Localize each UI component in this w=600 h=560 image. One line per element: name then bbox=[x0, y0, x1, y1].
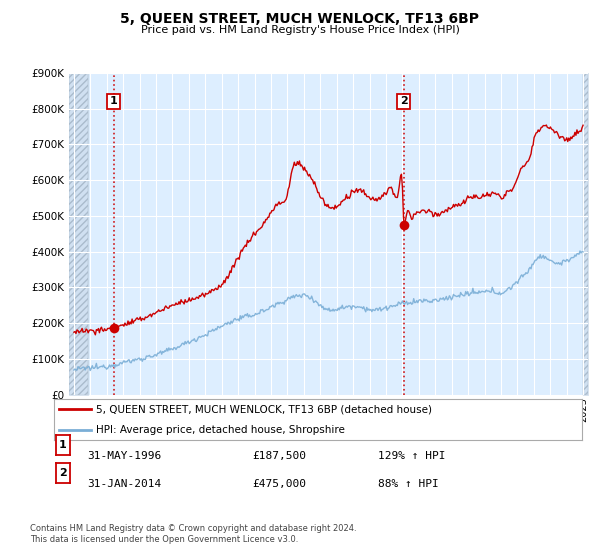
Text: 31-MAY-1996: 31-MAY-1996 bbox=[87, 451, 161, 461]
Text: 1: 1 bbox=[59, 440, 67, 450]
Text: 31-JAN-2014: 31-JAN-2014 bbox=[87, 479, 161, 489]
Text: 129% ↑ HPI: 129% ↑ HPI bbox=[378, 451, 445, 461]
Text: 2: 2 bbox=[400, 96, 407, 106]
Text: £475,000: £475,000 bbox=[252, 479, 306, 489]
Text: 5, QUEEN STREET, MUCH WENLOCK, TF13 6BP (detached house): 5, QUEEN STREET, MUCH WENLOCK, TF13 6BP … bbox=[96, 404, 432, 414]
Text: This data is licensed under the Open Government Licence v3.0.: This data is licensed under the Open Gov… bbox=[30, 535, 298, 544]
Text: 1: 1 bbox=[110, 96, 118, 106]
Text: 2: 2 bbox=[59, 468, 67, 478]
Text: Contains HM Land Registry data © Crown copyright and database right 2024.: Contains HM Land Registry data © Crown c… bbox=[30, 524, 356, 533]
Text: 5, QUEEN STREET, MUCH WENLOCK, TF13 6BP: 5, QUEEN STREET, MUCH WENLOCK, TF13 6BP bbox=[121, 12, 479, 26]
Text: HPI: Average price, detached house, Shropshire: HPI: Average price, detached house, Shro… bbox=[96, 424, 345, 435]
Text: £187,500: £187,500 bbox=[252, 451, 306, 461]
Text: 88% ↑ HPI: 88% ↑ HPI bbox=[378, 479, 439, 489]
Text: Price paid vs. HM Land Registry's House Price Index (HPI): Price paid vs. HM Land Registry's House … bbox=[140, 25, 460, 35]
